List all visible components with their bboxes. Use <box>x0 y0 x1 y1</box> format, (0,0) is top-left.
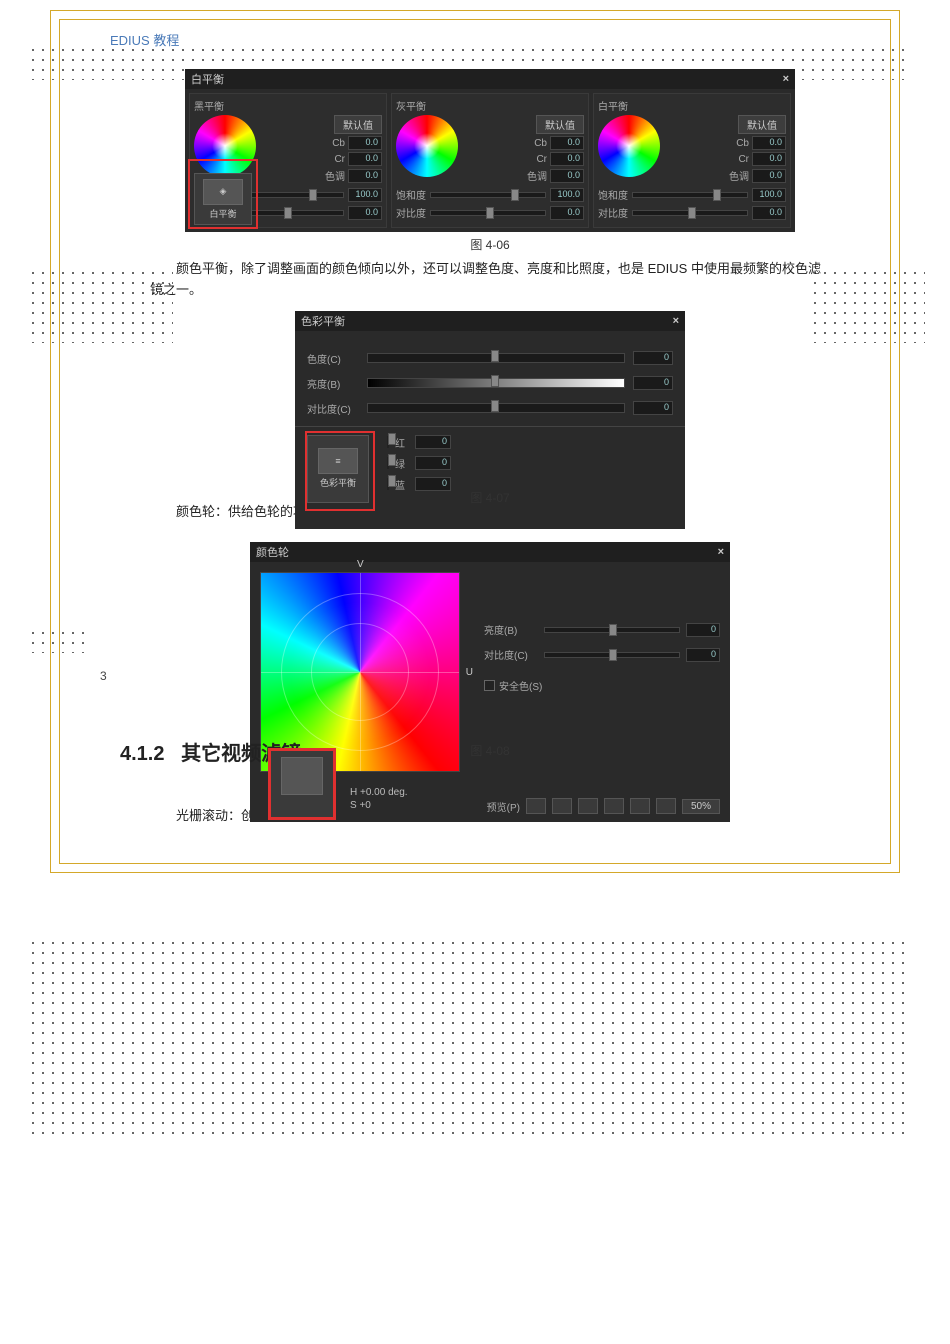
cr-value[interactable]: 0.0 <box>348 152 382 166</box>
close-icon[interactable]: × <box>673 315 679 327</box>
cb-value[interactable]: 0.0 <box>348 136 382 150</box>
panel-title-text: 白平衡 <box>191 71 224 87</box>
column-title: 黑平衡 <box>194 98 382 113</box>
con-slider[interactable] <box>632 210 748 216</box>
cr-label: Cr <box>536 154 547 165</box>
default-button[interactable]: 默认值 <box>334 115 382 134</box>
white-balance-panel: 白平衡 × 黑平衡 默认值 Cb0.0 Cr0.0 色调0.0 饱和度100.0… <box>185 69 795 232</box>
panel-titlebar: 白平衡 × <box>185 69 795 89</box>
preview-icon-4[interactable] <box>604 798 624 814</box>
cr-value[interactable]: 0.0 <box>752 152 786 166</box>
sat-slider[interactable] <box>430 192 546 198</box>
preview-icon-3[interactable] <box>578 798 598 814</box>
green-slider[interactable] <box>387 457 389 469</box>
panel-titlebar: 色彩平衡 × <box>295 311 685 331</box>
wb-black-column: 黑平衡 默认值 Cb0.0 Cr0.0 色调0.0 饱和度100.0 对比度0.… <box>189 93 387 228</box>
header-link[interactable]: EDIUS 教程 <box>110 30 890 49</box>
sat-value[interactable]: 100.0 <box>752 188 786 202</box>
bright-label: 亮度(B) <box>307 376 359 391</box>
axis-u-label: U <box>466 667 473 678</box>
red-slider[interactable] <box>387 436 389 448</box>
contrast-label: 对比度(C) <box>307 401 359 416</box>
sat-slider[interactable] <box>632 192 748 198</box>
bright-value[interactable]: 0 <box>633 376 673 390</box>
hue-value[interactable]: 0.0 <box>752 169 786 183</box>
r-value[interactable]: 0 <box>415 435 451 449</box>
bright-slider[interactable] <box>367 378 625 388</box>
percent-button[interactable]: 50% <box>682 799 720 814</box>
contrast-value[interactable]: 0 <box>633 401 673 415</box>
panel-title-text: 色彩平衡 <box>301 313 345 329</box>
hue-label: 色调 <box>527 168 547 183</box>
safe-color-label: 安全色(S) <box>499 678 542 693</box>
color-wheel-icon[interactable] <box>598 115 660 177</box>
bright-value[interactable]: 0 <box>686 623 720 637</box>
con-value[interactable]: 0.0 <box>752 206 786 220</box>
cb-label: Cb <box>534 138 547 149</box>
cr-value[interactable]: 0.0 <box>550 152 584 166</box>
panel-titlebar: 颜色轮 × <box>250 542 730 562</box>
con-value[interactable]: 0.0 <box>348 206 382 220</box>
con-label: 对比度 <box>598 205 628 220</box>
sat-label: 饱和度 <box>396 187 426 202</box>
paragraph: 颜色平衡，除了调整画面的颜色倾向以外，还可以调整色度、亮度和比照度，也是 EDI… <box>150 259 830 301</box>
figure-caption: 图 4-06 <box>150 236 830 253</box>
hs-readout: H +0.00 deg. S +0 <box>350 786 408 812</box>
sat-label: 饱和度 <box>598 187 628 202</box>
wb-white-column: 白平衡 默认值 Cb0.0 Cr0.0 色调0.0 饱和度100.0 对比度0.… <box>593 93 791 228</box>
cr-label: Cr <box>334 154 345 165</box>
hue-label: 色调 <box>325 168 345 183</box>
g-label: 绿 <box>395 456 409 471</box>
preview-label: 预览(P) <box>487 799 520 814</box>
safe-color-checkbox[interactable] <box>484 680 495 691</box>
wb-gray-column: 灰平衡 默认值 Cb0.0 Cr0.0 色调0.0 饱和度100.0 对比度0.… <box>391 93 589 228</box>
con-value[interactable]: 0.0 <box>550 206 584 220</box>
color-wheel-panel: 颜色轮 × V U 亮度(B) 0 对比度(C) 0 <box>250 542 730 822</box>
axis-v-label: V <box>357 559 364 570</box>
preview-icon-6[interactable] <box>656 798 676 814</box>
preview-icon-5[interactable] <box>630 798 650 814</box>
default-button[interactable]: 默认值 <box>738 115 786 134</box>
highlight-box <box>188 159 258 229</box>
preview-icon-1[interactable] <box>526 798 546 814</box>
sat-value[interactable]: 100.0 <box>550 188 584 202</box>
hue-value[interactable]: 0.0 <box>550 169 584 183</box>
close-icon[interactable]: × <box>783 73 789 85</box>
contrast-slider[interactable] <box>367 403 625 413</box>
cr-label: Cr <box>738 154 749 165</box>
sat-value[interactable]: 100.0 <box>348 188 382 202</box>
contrast-value[interactable]: 0 <box>686 648 720 662</box>
color-wheel-icon[interactable] <box>396 115 458 177</box>
column-title: 白平衡 <box>598 98 786 113</box>
contrast-label: 对比度(C) <box>484 647 538 662</box>
cb-value[interactable]: 0.0 <box>752 136 786 150</box>
chroma-value[interactable]: 0 <box>633 351 673 365</box>
r-label: 红 <box>395 435 409 450</box>
cb-value[interactable]: 0.0 <box>550 136 584 150</box>
bright-slider[interactable] <box>544 627 680 633</box>
preview-icon-2[interactable] <box>552 798 572 814</box>
figure-caption: 图 4-07 <box>150 489 830 506</box>
cb-label: Cb <box>736 138 749 149</box>
chroma-slider[interactable] <box>367 353 625 363</box>
hue-label: 色调 <box>729 168 749 183</box>
g-value[interactable]: 0 <box>415 456 451 470</box>
default-button[interactable]: 默认值 <box>536 115 584 134</box>
con-slider[interactable] <box>430 210 546 216</box>
close-icon[interactable]: × <box>718 546 724 558</box>
hue-value[interactable]: 0.0 <box>348 169 382 183</box>
cb-label: Cb <box>332 138 345 149</box>
contrast-slider[interactable] <box>544 652 680 658</box>
filter-thumb-icon[interactable] <box>268 748 336 820</box>
column-title: 灰平衡 <box>396 98 584 113</box>
chroma-label: 色度(C) <box>307 351 359 366</box>
bright-label: 亮度(B) <box>484 622 538 637</box>
page-number: 3 <box>100 669 107 683</box>
con-label: 对比度 <box>396 205 426 220</box>
panel-title-text: 颜色轮 <box>256 544 289 560</box>
highlight-box <box>305 431 375 511</box>
section-heading: 4.1.2 其它视频滤镜 <box>120 737 830 766</box>
